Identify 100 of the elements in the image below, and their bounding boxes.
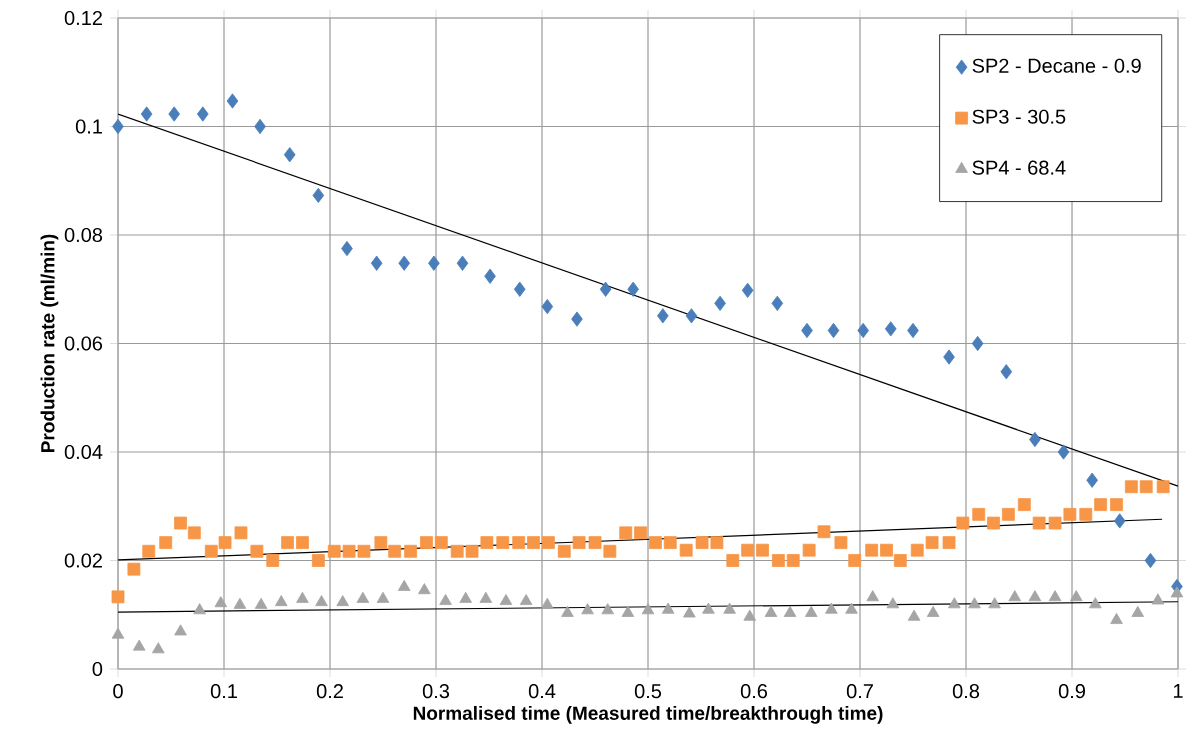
point (254, 118, 266, 135)
point (283, 147, 296, 163)
point (132, 639, 146, 651)
point (174, 624, 187, 636)
point (296, 591, 309, 603)
point (1131, 605, 1145, 617)
point (571, 311, 583, 327)
point (1000, 364, 1013, 380)
point (140, 106, 153, 122)
point (519, 593, 533, 605)
point (315, 595, 328, 607)
point (341, 240, 353, 257)
point (657, 308, 669, 324)
point (948, 597, 961, 609)
point (857, 322, 869, 339)
point (743, 609, 757, 621)
point (112, 118, 124, 135)
x-tick-label: 0.4 (528, 684, 556, 699)
point (168, 106, 180, 122)
point (1069, 590, 1083, 602)
x-tick-label: 0.2 (316, 684, 343, 699)
point (418, 583, 431, 595)
point (723, 602, 736, 614)
point (376, 591, 390, 603)
point (1110, 612, 1123, 624)
x-tick-label: 0.6 (740, 684, 768, 699)
point (801, 322, 813, 339)
point (621, 605, 635, 617)
point (827, 322, 840, 339)
point (561, 605, 574, 617)
point (1113, 513, 1126, 529)
x-tick-label: 0.8 (952, 684, 980, 699)
point (439, 593, 452, 605)
point (1151, 593, 1165, 605)
point (254, 597, 268, 609)
point (193, 603, 206, 615)
y-axis-title: Production rate (ml/min) (40, 234, 59, 452)
point (428, 255, 440, 271)
point (971, 335, 984, 352)
point (825, 602, 838, 614)
point (804, 605, 818, 617)
legend-label: SP2 - Decane - 0.9 (972, 58, 1141, 73)
legend-label: SP4 - 68.4 (972, 160, 1066, 175)
point (907, 609, 921, 621)
point (499, 593, 513, 605)
point (988, 597, 1001, 609)
y-tick-label: 0.08 (64, 227, 103, 243)
point (886, 597, 900, 609)
point (599, 281, 612, 297)
point (356, 591, 370, 603)
point (336, 595, 350, 607)
point (1057, 444, 1070, 460)
point (764, 605, 778, 617)
point (541, 597, 554, 609)
y-tick-label: 0.02 (64, 553, 102, 568)
x-axis-title: Normalised time (Measured time/breakthrough time) (413, 705, 883, 724)
point (513, 281, 526, 297)
point (1086, 472, 1098, 488)
point (1048, 590, 1062, 602)
x-tick-label: 0.9 (1058, 684, 1085, 699)
point (1008, 590, 1022, 602)
point (683, 606, 696, 618)
point (866, 590, 880, 602)
legend-label: SP3 - 30.5 (972, 109, 1066, 124)
x-tick-label: 0.5 (634, 684, 662, 699)
point (397, 579, 411, 591)
point (1028, 590, 1042, 602)
point (907, 322, 919, 339)
point (884, 321, 897, 337)
point (783, 605, 797, 617)
point (226, 93, 239, 109)
x-tick-label: 1 (1173, 684, 1183, 698)
x-tick-label: 0.7 (846, 684, 873, 699)
point (845, 602, 858, 614)
y-tick-label: 0.1 (75, 119, 102, 134)
point (771, 295, 784, 311)
point (581, 603, 594, 615)
y-tick-label: 0.06 (64, 336, 103, 351)
point (197, 106, 209, 122)
x-tick-label: 0.3 (422, 684, 450, 699)
y-tick-label: 0.12 (64, 10, 102, 26)
point (968, 597, 981, 609)
point (151, 642, 165, 654)
x-tick-label: 0 (113, 684, 123, 699)
point (312, 187, 325, 203)
point (1144, 552, 1157, 569)
point (274, 595, 288, 607)
point (233, 597, 247, 609)
y-tick-label: 0.04 (64, 444, 103, 460)
point (714, 295, 726, 311)
point (479, 591, 493, 603)
point (661, 602, 675, 614)
point (459, 591, 472, 603)
point (370, 255, 383, 271)
point (456, 255, 469, 271)
point (601, 603, 615, 615)
point (484, 268, 496, 284)
point (541, 299, 554, 315)
point (398, 255, 410, 271)
point (627, 281, 639, 297)
